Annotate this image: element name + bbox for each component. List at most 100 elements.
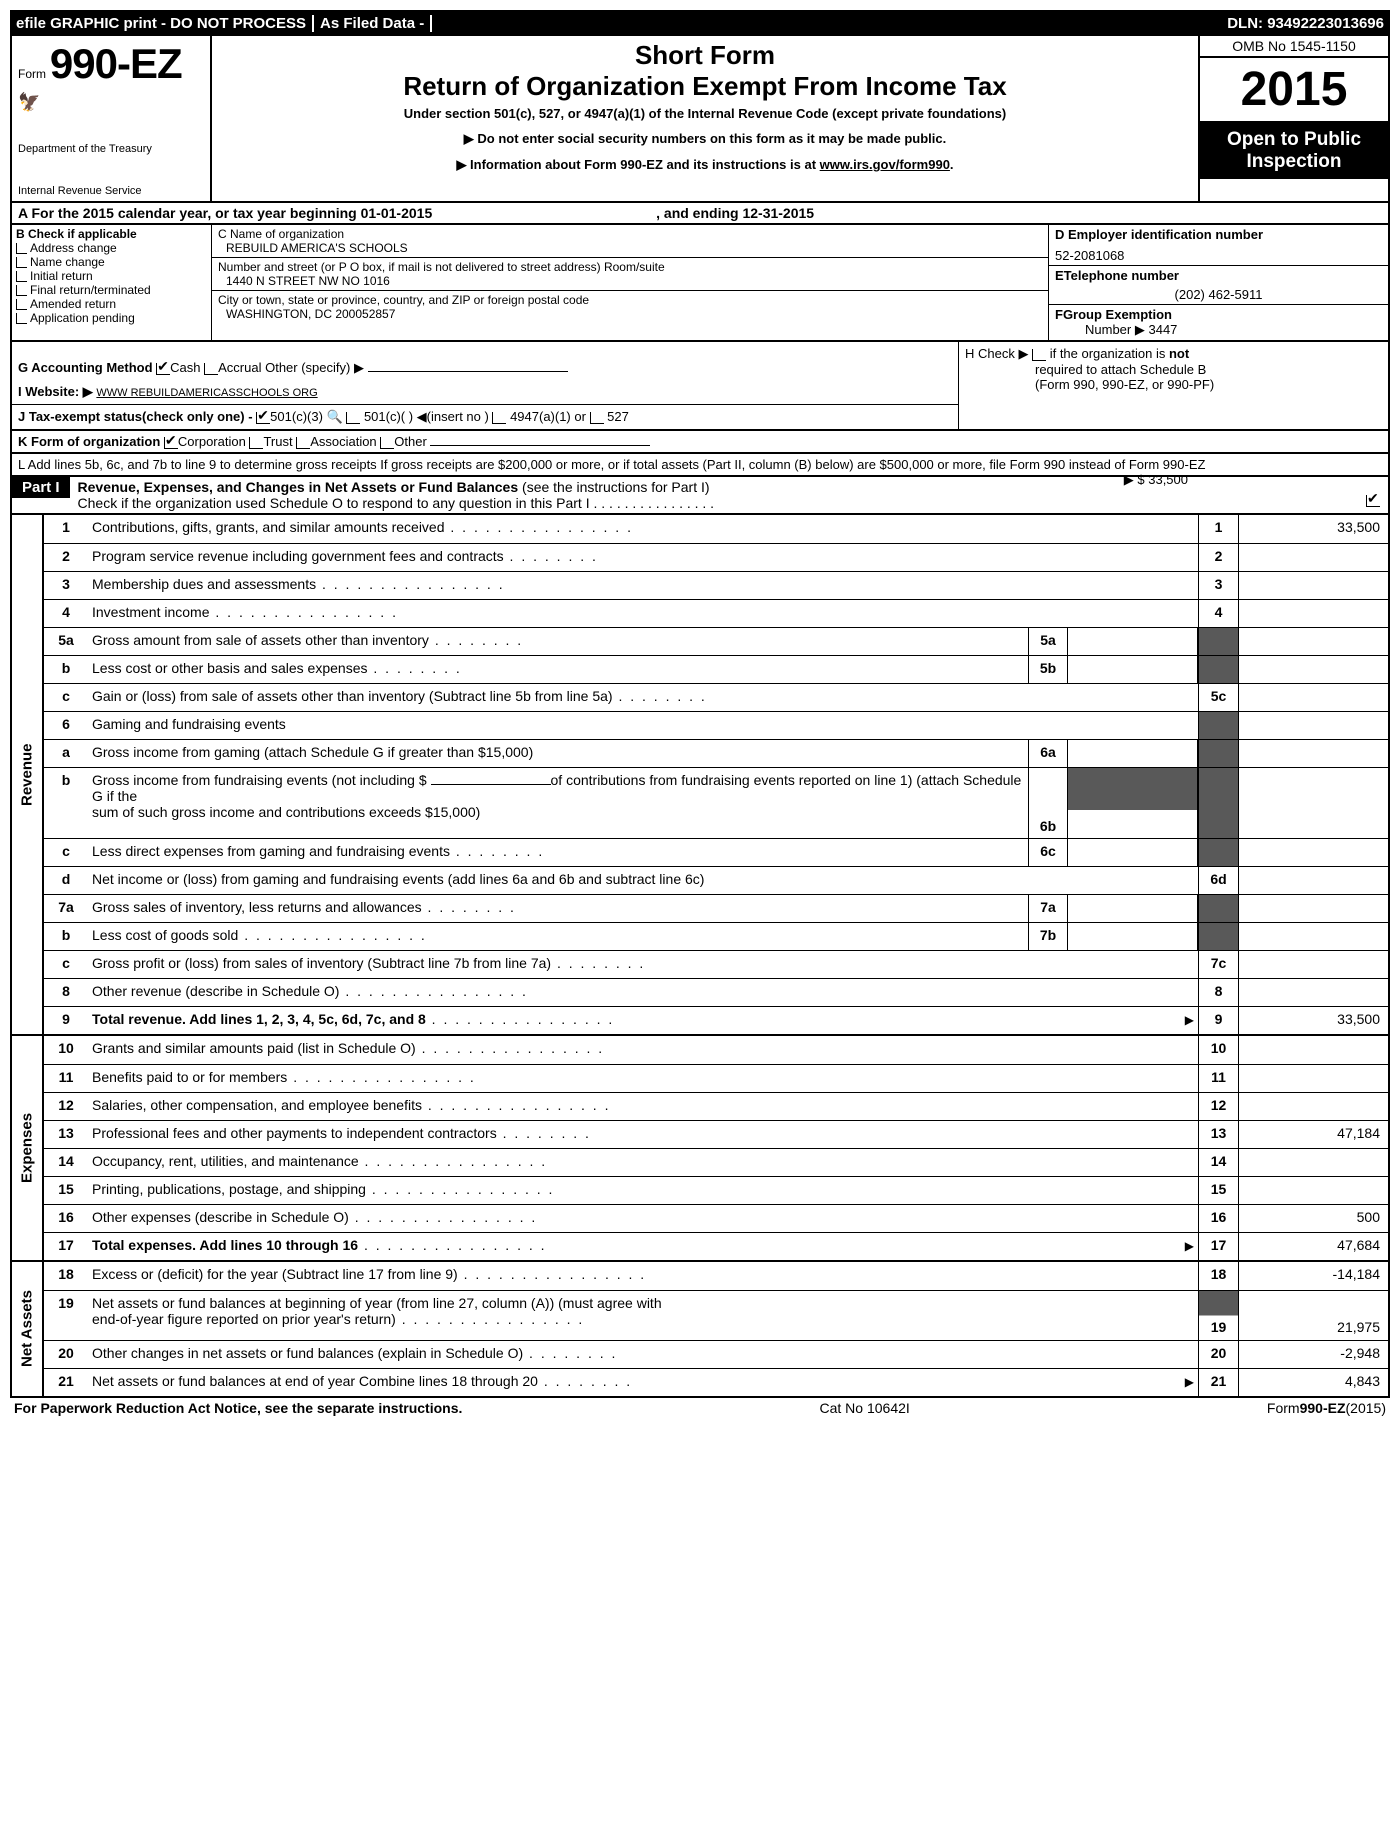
row-a-tax-year: A For the 2015 calendar year, or tax yea… — [10, 203, 1390, 225]
expenses-label: Expenses — [12, 1036, 44, 1260]
block-bcdef: B Check if applicable Address change Nam… — [10, 225, 1390, 342]
chk-trust[interactable] — [249, 437, 263, 449]
chk-application-pending[interactable]: Application pending — [16, 311, 207, 325]
open-public-badge: Open to Public Inspection — [1200, 123, 1388, 179]
section-b: B Check if applicable Address change Nam… — [12, 225, 212, 340]
form-prefix: Form — [18, 67, 46, 81]
return-title: Return of Organization Exempt From Incom… — [220, 71, 1190, 102]
section-d: D Employer identification number 52-2081… — [1049, 225, 1388, 266]
line-15: 15Printing, publications, postage, and s… — [44, 1176, 1388, 1204]
line-1: 1Contributions, gifts, grants, and simil… — [44, 515, 1388, 543]
short-form-title: Short Form — [220, 40, 1190, 71]
dept-irs: Internal Revenue Service — [18, 185, 204, 197]
line-21: 21Net assets or fund balances at end of … — [44, 1368, 1388, 1396]
irs-seal-icon: 🦅 — [18, 92, 204, 113]
line-16: 16Other expenses (describe in Schedule O… — [44, 1204, 1388, 1232]
section-f: FGroup Exemption Number ▶ 3447 — [1049, 305, 1388, 340]
section-h: H Check ▶ if the organization is not req… — [958, 342, 1388, 429]
form-header: Form 990-EZ 🦅 Department of the Treasury… — [10, 36, 1390, 203]
gross-receipts-value: ▶ $ 33,500 — [1124, 472, 1188, 488]
dln-label: DLN: 93492223013696 — [1221, 15, 1390, 32]
line-5a: 5aGross amount from sale of assets other… — [44, 627, 1388, 655]
line-2: 2Program service revenue including gover… — [44, 543, 1388, 571]
line-10: 10Grants and similar amounts paid (list … — [44, 1036, 1388, 1064]
net-assets-section: Net Assets 18Excess or (deficit) for the… — [10, 1262, 1390, 1398]
expenses-section: Expenses 10Grants and similar amounts pa… — [10, 1036, 1390, 1262]
line-17: 17Total expenses. Add lines 10 through 1… — [44, 1232, 1388, 1260]
chk-association[interactable] — [296, 437, 310, 449]
as-filed-label: As Filed Data - — [314, 15, 432, 32]
line-6d: dNet income or (loss) from gaming and fu… — [44, 866, 1388, 894]
line-6b: b Gross income from fundraising events (… — [44, 767, 1388, 838]
block-ghij: G Accounting Method Cash Accrual Other (… — [10, 342, 1390, 431]
chk-accrual[interactable] — [204, 363, 218, 375]
line-6c: cLess direct expenses from gaming and fu… — [44, 838, 1388, 866]
chk-501c[interactable] — [346, 412, 360, 424]
line-20: 20Other changes in net assets or fund ba… — [44, 1340, 1388, 1368]
top-bar: efile GRAPHIC print - DO NOT PROCESS As … — [10, 10, 1390, 36]
page-footer: For Paperwork Reduction Act Notice, see … — [10, 1398, 1390, 1418]
org-address: 1440 N STREET NW NO 1016 — [218, 274, 1042, 288]
row-j: J Tax-exempt status(check only one) - 50… — [12, 405, 958, 429]
line-11: 11Benefits paid to or for members11 — [44, 1064, 1388, 1092]
row-k: K Form of organization Corporation Trust… — [10, 431, 1390, 454]
line-4: 4Investment income4 — [44, 599, 1388, 627]
line-7c: cGross profit or (loss) from sales of in… — [44, 950, 1388, 978]
form-number: 990-EZ — [50, 40, 182, 87]
chk-4947[interactable] — [492, 412, 506, 424]
line-3: 3Membership dues and assessments3 — [44, 571, 1388, 599]
chk-schedule-b[interactable] — [1032, 349, 1046, 361]
chk-other-org[interactable] — [380, 437, 394, 449]
line-9: 9Total revenue. Add lines 1, 2, 3, 4, 5c… — [44, 1006, 1388, 1034]
bullet-ssn: ▶ Do not enter social security numbers o… — [220, 131, 1190, 147]
part1-check-line: Check if the organization used Schedule … — [78, 495, 715, 511]
line-13: 13Professional fees and other payments t… — [44, 1120, 1388, 1148]
section-def: D Employer identification number 52-2081… — [1048, 225, 1388, 340]
form-footer-id: Form990-EZ(2015) — [1267, 1400, 1386, 1416]
line-14: 14Occupancy, rent, utilities, and mainte… — [44, 1148, 1388, 1176]
org-name: REBUILD AMERICA'S SCHOOLS — [218, 241, 1042, 255]
chk-527[interactable] — [590, 412, 604, 424]
line-7b: bLess cost of goods sold7b — [44, 922, 1388, 950]
line-18: 18Excess or (deficit) for the year (Subt… — [44, 1262, 1388, 1290]
header-right: OMB No 1545-1150 2015 Open to Public Ins… — [1198, 36, 1388, 201]
revenue-label: Revenue — [12, 515, 44, 1034]
chk-schedule-o-part1[interactable] — [1366, 495, 1380, 507]
website-value[interactable]: WWW REBUILDAMERICASSCHOOLS ORG — [96, 387, 317, 399]
efile-label: efile GRAPHIC print - DO NOT PROCESS — [10, 15, 314, 32]
section-e: ETelephone number (202) 462-5911 — [1049, 266, 1388, 305]
line-6a: aGross income from gaming (attach Schedu… — [44, 739, 1388, 767]
ein-value: 52-2081068 — [1055, 242, 1382, 263]
line-19: 19Net assets or fund balances at beginni… — [44, 1290, 1388, 1340]
dept-treasury: Department of the Treasury — [18, 143, 204, 155]
bullet-info: ▶ Information about Form 990-EZ and its … — [220, 157, 1190, 173]
section-c: C Name of organization REBUILD AMERICA'S… — [212, 225, 1048, 340]
org-city: WASHINGTON, DC 200052857 — [218, 307, 1042, 321]
line-7a: 7aGross sales of inventory, less returns… — [44, 894, 1388, 922]
header-left: Form 990-EZ 🦅 Department of the Treasury… — [12, 36, 212, 201]
row-i: I Website: ▶ WWW REBUILDAMERICASSCHOOLS … — [12, 380, 958, 405]
revenue-section: Revenue 1Contributions, gifts, grants, a… — [10, 515, 1390, 1036]
line-12: 12Salaries, other compensation, and empl… — [44, 1092, 1388, 1120]
irs-link[interactable]: www.irs.gov/form990 — [820, 157, 950, 172]
chk-address-change[interactable]: Address change — [16, 241, 207, 255]
chk-amended-return[interactable]: Amended return — [16, 297, 207, 311]
c-addr-label: Number and street (or P O box, if mail i… — [218, 260, 1042, 274]
header-middle: Short Form Return of Organization Exempt… — [212, 36, 1198, 201]
chk-501c3[interactable] — [256, 412, 270, 424]
chk-corporation[interactable] — [164, 437, 178, 449]
chk-name-change[interactable]: Name change — [16, 255, 207, 269]
cat-number: Cat No 10642I — [820, 1400, 910, 1416]
omb-number: OMB No 1545-1150 — [1200, 36, 1388, 58]
chk-cash[interactable] — [156, 363, 170, 375]
chk-initial-return[interactable]: Initial return — [16, 269, 207, 283]
c-name-label: C Name of organization — [218, 227, 1042, 241]
line-8: 8Other revenue (describe in Schedule O)8 — [44, 978, 1388, 1006]
phone-value: (202) 462-5911 — [1055, 283, 1382, 302]
group-exemption-value: 3447 — [1148, 322, 1177, 337]
line-6: 6Gaming and fundraising events — [44, 711, 1388, 739]
line-5b: bLess cost or other basis and sales expe… — [44, 655, 1388, 683]
chk-final-return[interactable]: Final return/terminated — [16, 283, 207, 297]
paperwork-notice: For Paperwork Reduction Act Notice, see … — [14, 1400, 462, 1416]
net-assets-label: Net Assets — [12, 1262, 44, 1396]
